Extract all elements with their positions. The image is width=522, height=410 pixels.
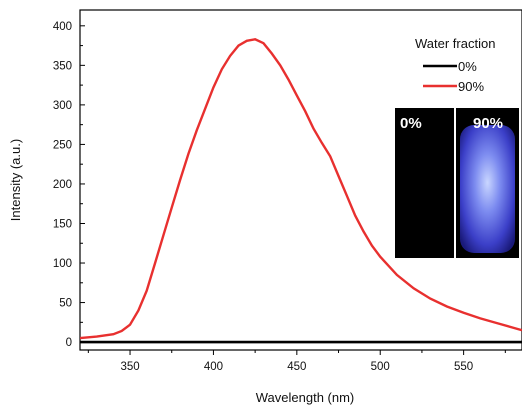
legend-label-0pct: 0% [458, 59, 477, 74]
inset-label-0pct: 0% [400, 115, 422, 132]
x-tick-label: 550 [454, 361, 473, 373]
x-tick-label: 350 [120, 361, 139, 373]
inset-photo: 0% 90% [395, 108, 519, 258]
x-tick-label: 450 [287, 361, 306, 373]
legend: Water fraction 0% 90% [415, 36, 495, 94]
series-group [80, 38, 522, 344]
vial-glow [460, 125, 515, 253]
x-axis-ticks: 350 400 450 500 550 [87, 350, 506, 373]
y-tick-label: 100 [53, 258, 72, 270]
inset-photo-vial-0pct [395, 108, 454, 258]
y-tick-label: 200 [53, 179, 72, 191]
y-tick-label: 150 [53, 218, 72, 230]
y-axis-ticks: 0 50 100 150 200 250 300 350 400 [53, 21, 85, 349]
legend-label-90pct: 90% [458, 79, 484, 94]
series-line-90pct [80, 38, 522, 340]
y-tick-label: 350 [53, 60, 72, 72]
y-axis-title: Intensity (a.u.) [8, 139, 23, 221]
x-tick-label: 400 [204, 361, 223, 373]
y-tick-label: 400 [53, 21, 72, 33]
y-tick-label: 250 [53, 139, 72, 151]
inset-label-90pct: 90% [473, 115, 503, 132]
y-tick-label: 300 [53, 100, 72, 112]
legend-title: Water fraction [415, 36, 495, 51]
plot-area [79, 9, 522, 351]
x-axis-title: Wavelength (nm) [256, 390, 355, 405]
x-tick-label: 500 [371, 361, 390, 373]
y-tick-label: 50 [59, 298, 72, 310]
y-tick-label: 0 [66, 337, 72, 349]
